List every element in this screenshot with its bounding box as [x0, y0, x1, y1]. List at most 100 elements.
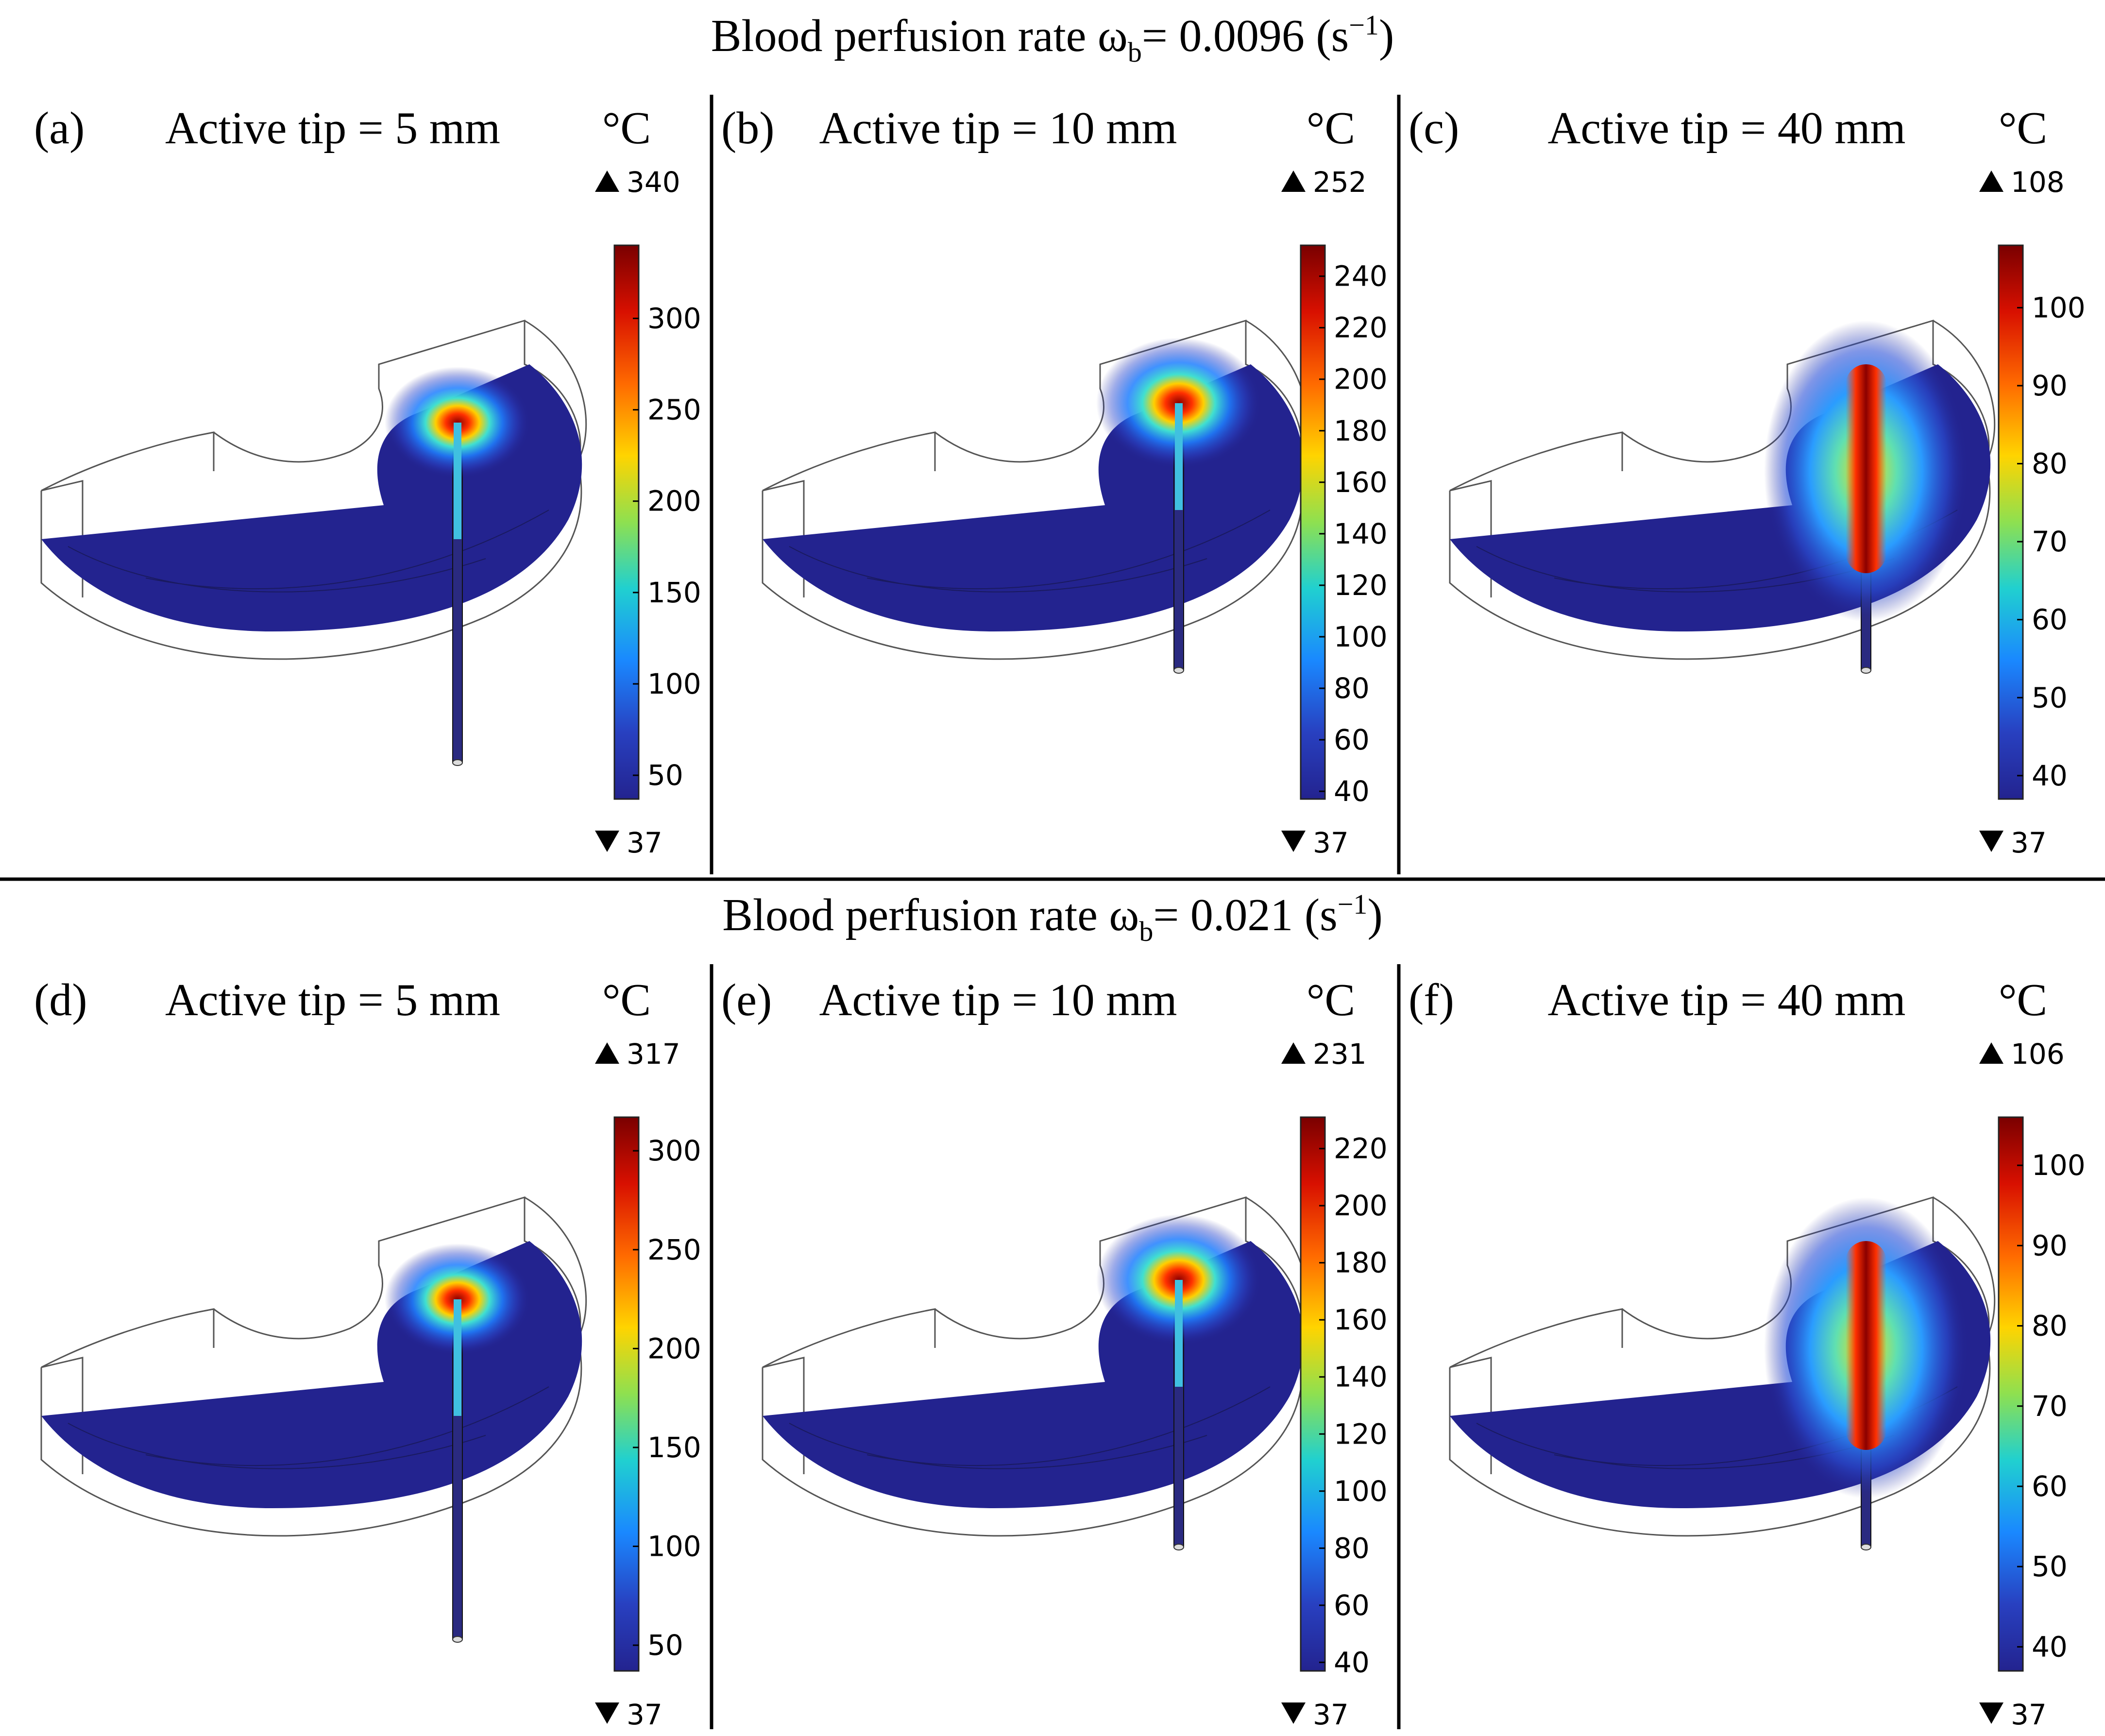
- probe-active-tip: [1175, 403, 1183, 510]
- min-value: 37: [627, 1698, 662, 1731]
- wireframe-outline: [762, 461, 1304, 660]
- panels-container: (a) Active tip = 5 mm °C 340 37 300 250 200 150 1…: [34, 103, 2086, 1731]
- panel-label: (a): [34, 103, 85, 153]
- max-triangle-icon: [1979, 1042, 2003, 1064]
- min-value: 37: [1313, 1698, 1349, 1731]
- max-triangle-icon: [595, 170, 619, 192]
- colorbar-tick-label: 50: [2032, 1550, 2068, 1583]
- probe-active-tip: [1175, 1280, 1183, 1387]
- panel-d: (d) Active tip = 5 mm °C 317 37 300 250 200 150 1…: [34, 975, 701, 1731]
- colorbar-tick-label: 160: [1334, 1303, 1388, 1336]
- probe-active-tip: [454, 1299, 461, 1416]
- wireframe-outline: [1449, 1338, 1991, 1537]
- colorbar-tick-label: 60: [2032, 1470, 2068, 1503]
- colorbar-tick-label: 100: [647, 667, 701, 700]
- max-triangle-icon: [595, 1042, 619, 1064]
- panel-a: (a) Active tip = 5 mm °C 340 37 300 250 200 150 1…: [34, 103, 701, 859]
- unit-label: °C: [1307, 103, 1355, 153]
- panel-label: (f): [1409, 975, 1454, 1025]
- slice-contour: [68, 1386, 549, 1469]
- probe-tip: [452, 1636, 463, 1643]
- min-value: 37: [1313, 826, 1349, 859]
- max-value: 317: [627, 1038, 680, 1071]
- colorbar: 252 37 240 220 200 180 160 140 120 100 80 60 40: [1281, 166, 1388, 859]
- max-value: 252: [1313, 166, 1367, 199]
- colorbar-tick-label: 80: [1334, 1532, 1370, 1565]
- colorbar-tick-label: 200: [647, 485, 701, 518]
- colorbar: 340 37 300 250 200 150 100 50: [595, 166, 701, 859]
- colorbar: 108 37 100 90 80 70 60 50 40: [1979, 166, 2086, 859]
- heat-core: [1846, 1241, 1886, 1450]
- colorbar: 231 37 220 200 180 160 140 120 100 80 60 40: [1281, 1038, 1388, 1731]
- panel-title: Active tip = 40 mm: [1547, 975, 1905, 1025]
- min-triangle-icon: [595, 831, 619, 852]
- wireframe-arc: [1933, 320, 1996, 462]
- colorbar-tick-label: 50: [647, 759, 683, 792]
- colorbar-tick-label: 240: [1334, 260, 1388, 293]
- panel-c: (c) Active tip = 40 mm °C 108 37 100 90 80 70 60 5…: [1409, 103, 2086, 859]
- colorbar-tick-label: 80: [2032, 447, 2068, 480]
- tissue-model: [762, 319, 1308, 674]
- probe-tip: [1173, 1544, 1184, 1550]
- unit-label: °C: [602, 975, 651, 1025]
- colorbar-tick-label: 60: [1334, 723, 1370, 756]
- max-value: 106: [2011, 1038, 2065, 1071]
- colorbar-tick-label: 90: [2032, 1229, 2068, 1262]
- wireframe-upper: [41, 319, 581, 492]
- colorbar-tick-label: 100: [2032, 1149, 2086, 1182]
- colorbar-tick-label: 70: [2032, 1390, 2068, 1423]
- colorbar: 106 37 100 90 80 70 60 50 40: [1979, 1038, 2086, 1731]
- panel-title: Active tip = 10 mm: [819, 103, 1177, 153]
- tissue-model: [1449, 1196, 1996, 1550]
- colorbar-gradient: [613, 244, 640, 800]
- colorbar-tick-label: 180: [1334, 414, 1388, 447]
- wireframe-outline: [40, 1338, 582, 1537]
- colorbar-tick-label: 220: [1334, 1132, 1388, 1165]
- colorbar-tick-label: 40: [1334, 1646, 1370, 1679]
- probe-tip: [1861, 1544, 1871, 1550]
- colorbar-tick-label: 300: [647, 302, 701, 335]
- colorbar-tick-label: 100: [2032, 291, 2086, 324]
- colorbar-tick-label: 160: [1334, 466, 1388, 499]
- colorbar-tick-label: 200: [1334, 1189, 1388, 1222]
- unit-label: °C: [1307, 975, 1355, 1025]
- colorbar-gradient: [1300, 1116, 1326, 1672]
- max-value: 108: [2011, 166, 2065, 199]
- panel-label: (e): [721, 975, 772, 1025]
- colorbar-tick-label: 60: [1334, 1589, 1370, 1622]
- max-triangle-icon: [1281, 1042, 1306, 1064]
- colorbar-tick-label: 50: [2032, 681, 2068, 714]
- slice-contour: [68, 510, 549, 593]
- unit-label: °C: [1999, 103, 2047, 153]
- wireframe-arc: [524, 320, 587, 462]
- min-value: 37: [627, 826, 662, 859]
- probe-tip: [1861, 667, 1871, 674]
- panel-title: Active tip = 5 mm: [165, 103, 500, 153]
- colorbar-tick-label: 70: [2032, 525, 2068, 558]
- panel-e: (e) Active tip = 10 mm °C 231 37 220 200 180 160…: [721, 975, 1388, 1731]
- unit-label: °C: [602, 103, 651, 153]
- colorbar-gradient: [1998, 1116, 2024, 1672]
- colorbar-tick-label: 200: [647, 1332, 701, 1365]
- min-triangle-icon: [1281, 831, 1306, 852]
- colorbar-tick-label: 150: [647, 1431, 701, 1464]
- colorbar-tick-label: 40: [2032, 759, 2068, 792]
- panel-title: Active tip = 5 mm: [165, 975, 500, 1025]
- probe-tip: [452, 759, 463, 766]
- probe-tip: [1173, 667, 1184, 674]
- wireframe-outline: [762, 1338, 1304, 1537]
- panel-title: Active tip = 40 mm: [1547, 103, 1905, 153]
- slice-contour: [789, 1386, 1271, 1469]
- min-value: 37: [2011, 826, 2047, 859]
- colorbar-tick-label: 300: [647, 1134, 701, 1167]
- wireframe-arc: [524, 1196, 587, 1339]
- wireframe-outline: [1449, 461, 1991, 660]
- colorbar-tick-label: 250: [647, 1233, 701, 1266]
- probe-active-tip: [454, 423, 461, 539]
- colorbar-tick-label: 140: [1334, 517, 1388, 550]
- wireframe-arc: [1933, 1196, 1996, 1339]
- colorbar-tick-label: 150: [647, 576, 701, 609]
- max-value: 340: [627, 166, 680, 199]
- tissue-model: [40, 319, 587, 766]
